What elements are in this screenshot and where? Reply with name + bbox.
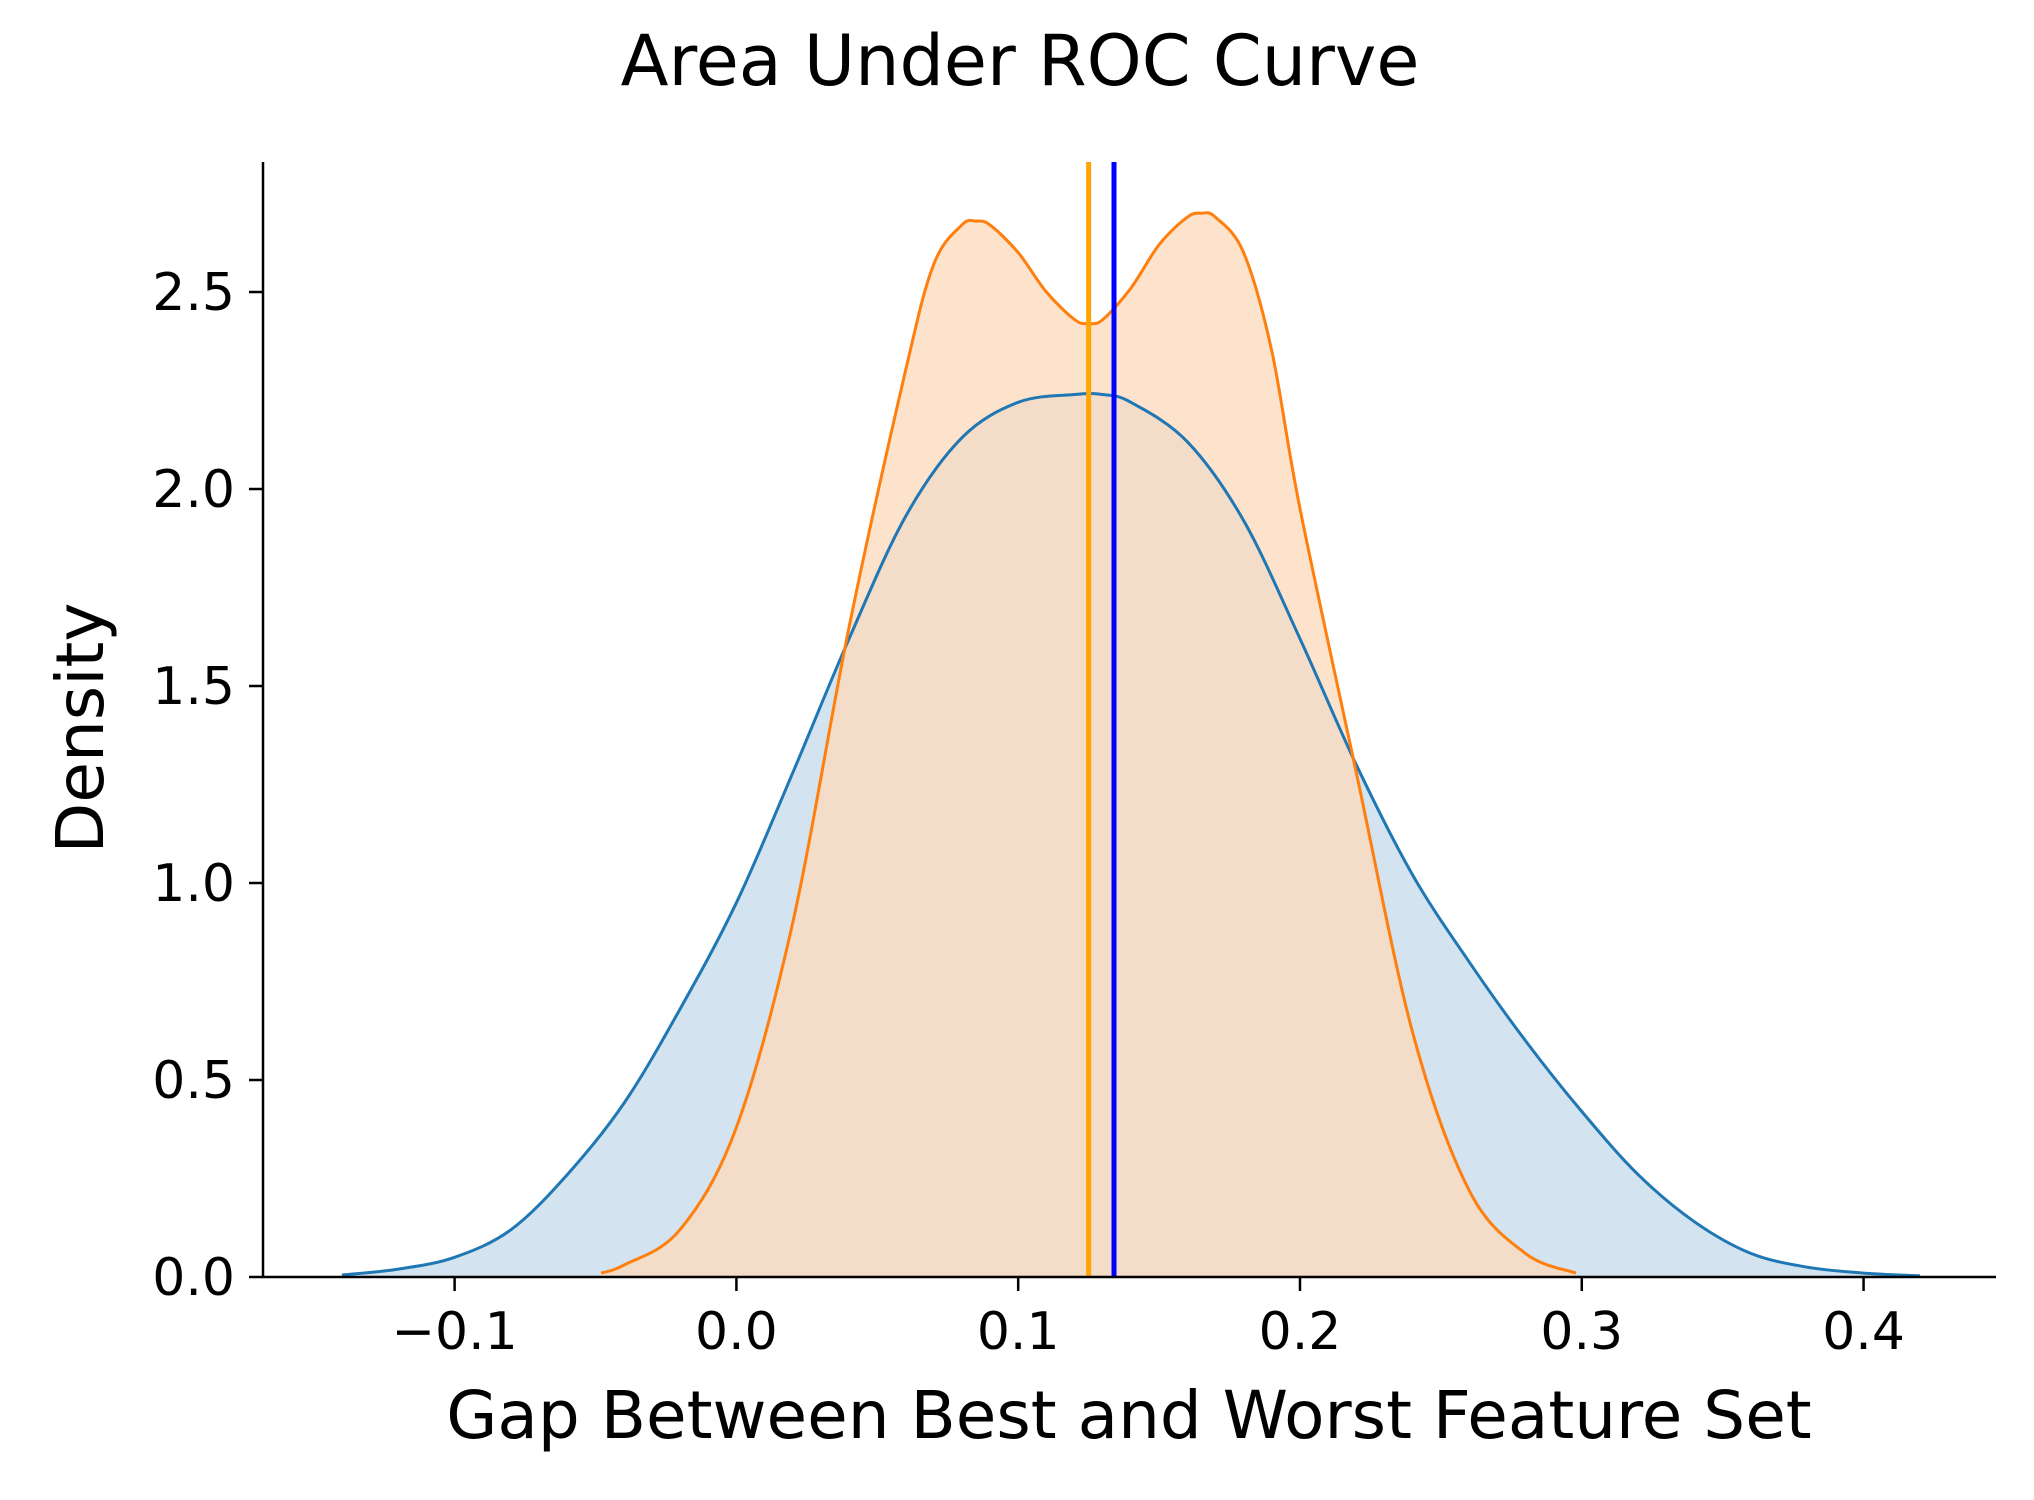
y-ticks: 0.0 0.5 1.0 1.5 2.0 2.5 [152, 263, 263, 1308]
x-tick-label: 0.0 [695, 1302, 778, 1362]
x-axis-label: Gap Between Best and Worst Feature Set [446, 1377, 1811, 1454]
series-layer [341, 211, 1920, 1278]
x-tick-label: 0.4 [1822, 1302, 1905, 1362]
x-tick-label: 0.3 [1540, 1302, 1623, 1362]
x-tick-label: 0.2 [1259, 1302, 1342, 1362]
chart-title: Area Under ROC Curve [621, 20, 1420, 102]
x-ticks: −0.1 0.0 0.1 0.2 0.3 0.4 [391, 1277, 1905, 1362]
y-axis-label: Density [42, 603, 119, 854]
x-tick-label: 0.1 [977, 1302, 1060, 1362]
y-tick-label: 0.0 [152, 1248, 235, 1308]
y-tick-label: 1.0 [152, 854, 235, 914]
y-tick-label: 2.5 [152, 263, 235, 323]
y-tick-label: 0.5 [152, 1051, 235, 1111]
x-tick-label: −0.1 [391, 1302, 517, 1362]
y-tick-label: 2.0 [152, 460, 235, 520]
vline-layer [1086, 162, 1117, 1277]
series-1-line [341, 391, 1920, 1278]
y-tick-label: 1.5 [152, 657, 235, 717]
